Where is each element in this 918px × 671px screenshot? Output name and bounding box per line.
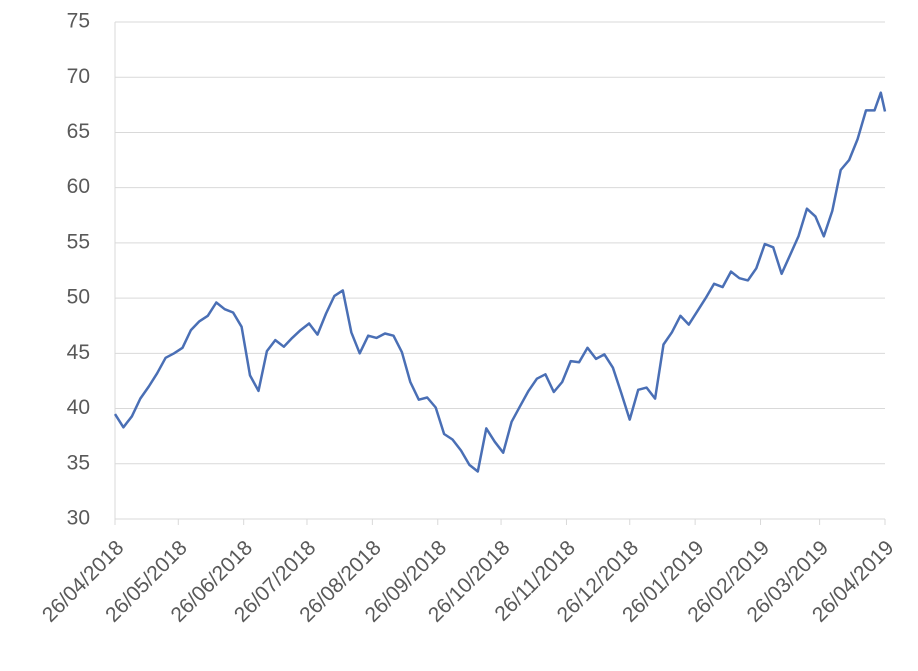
y-tick-label: 65 [67, 120, 90, 143]
y-tick-label: 35 [67, 451, 90, 474]
y-tick-label: 70 [67, 65, 90, 88]
y-tick-label: 55 [67, 230, 90, 253]
y-tick-label: 30 [67, 507, 90, 530]
y-tick-label: 45 [67, 341, 90, 364]
y-tick-label: 75 [67, 10, 90, 33]
y-tick-label: 50 [67, 286, 90, 309]
line-series [113, 91, 887, 473]
y-tick-label: 60 [67, 175, 90, 198]
y-tick-label: 40 [67, 396, 90, 419]
